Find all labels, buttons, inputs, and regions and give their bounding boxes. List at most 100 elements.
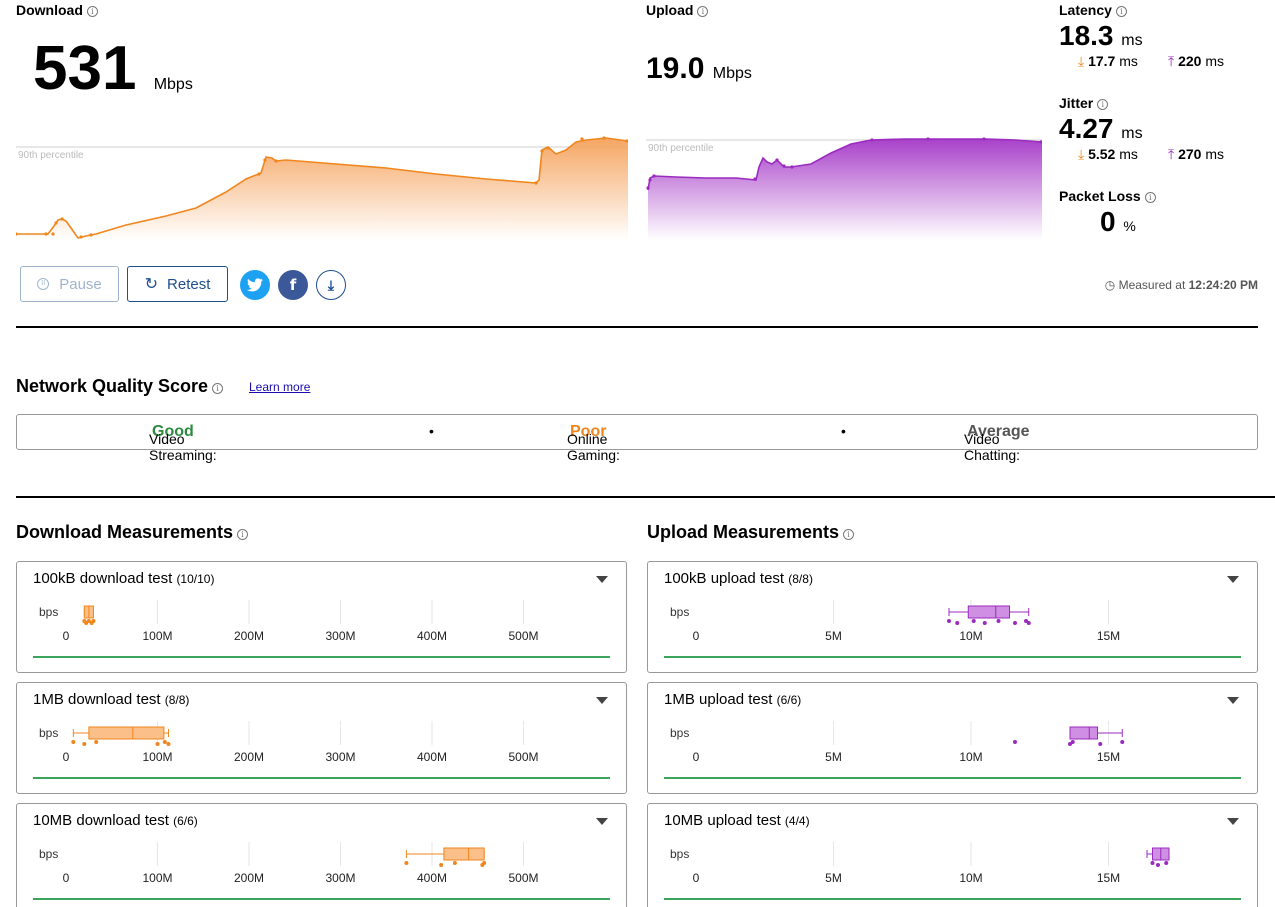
chevron-down-icon[interactable]	[1227, 818, 1239, 825]
chevron-down-icon[interactable]	[596, 697, 608, 704]
nqs-panel: Video Streaming: Good • Online Gaming: P…	[16, 414, 1258, 463]
latency-down-value: 17.7	[1088, 53, 1116, 69]
upload_tests-test-card[interactable]: 10MB upload test (4/4) bps 0 5M 10M 15M	[647, 803, 1258, 907]
data-point	[86, 619, 91, 623]
result-bar	[33, 777, 610, 779]
nqs-video-streaming: Video Streaming: Good	[149, 423, 217, 463]
jitter-up-value: 270	[1178, 146, 1202, 162]
upload-arrow-icon: ⤒	[1168, 146, 1175, 162]
chevron-down-icon[interactable]	[596, 818, 608, 825]
data-point	[1013, 740, 1017, 744]
download-value: 531	[33, 34, 137, 103]
info-icon[interactable]: i	[237, 529, 249, 540]
data-point	[955, 621, 960, 625]
result-bar	[33, 898, 610, 900]
axis-unit: bps	[670, 726, 690, 740]
data-point	[155, 742, 160, 746]
upload-value: 19.0	[646, 52, 705, 85]
info-icon[interactable]: i	[86, 6, 98, 17]
test-name: 100kB upload test	[664, 570, 789, 587]
facebook-share-button[interactable]: f	[278, 270, 308, 300]
divider	[16, 326, 1258, 328]
axis-tick-label: 15M	[1097, 629, 1120, 643]
chevron-down-icon[interactable]	[1227, 576, 1239, 583]
divider	[16, 496, 1275, 498]
box	[88, 726, 165, 740]
data-point	[162, 740, 167, 744]
upload-unit: Mbps	[712, 65, 752, 82]
upload_tests-test-card[interactable]: 100kB upload test (8/8) bps 0 5M 10M 15M	[647, 561, 1258, 673]
download_tests-test-card[interactable]: 10MB download test (6/6) bps 0 100M 200M 300M…	[16, 803, 627, 907]
axis-unit: bps	[39, 847, 59, 861]
axis-tick-label: 300M	[325, 629, 355, 643]
latency-header: Latency i	[1059, 2, 1127, 18]
test-count: (6/6)	[776, 693, 802, 707]
info-icon[interactable]: i	[843, 529, 855, 540]
axis-unit: bps	[670, 847, 690, 861]
test-count: (8/8)	[788, 572, 813, 586]
axis-tick-label: 300M	[325, 871, 355, 885]
axis-tick-label: 0	[693, 750, 700, 764]
test-name: 1MB upload test	[664, 691, 777, 708]
info-icon[interactable]: i	[1144, 192, 1156, 203]
data-point	[482, 861, 487, 865]
axis-tick-label: 0	[63, 629, 70, 643]
data-point	[94, 740, 99, 744]
jitter-unit: ms	[1121, 125, 1143, 142]
download-speed: 531 Mbps	[33, 36, 193, 118]
data-point	[71, 740, 76, 744]
test-count: (8/8)	[164, 693, 190, 707]
download-results-button[interactable]: ⤓	[316, 270, 346, 300]
packet-loss-value-row: 0 %	[1100, 206, 1136, 242]
box-plot: 0 100M 200M 300M 400M 500M	[63, 600, 539, 643]
chevron-down-icon[interactable]	[1227, 697, 1239, 704]
measured-prefix: Measured at	[1118, 278, 1186, 292]
upload-label: Upload	[646, 2, 694, 18]
test-count: (10/10)	[176, 572, 215, 586]
latency-value: 18.3	[1059, 20, 1114, 51]
download-speed-graph: 90th percentile	[16, 136, 628, 240]
data-point	[1150, 861, 1155, 865]
box	[443, 847, 485, 861]
axis-tick-label: 500M	[508, 871, 538, 885]
download-arrow-icon: ⤓	[1078, 146, 1085, 162]
upload_tests-test-card[interactable]: 1MB upload test (6/6) bps 0 5M 10M 15M	[647, 682, 1258, 794]
info-icon[interactable]: i	[697, 6, 709, 17]
section-title: Upload Measurements	[647, 522, 840, 542]
box-plot: 0 5M 10M 15M	[693, 842, 1170, 885]
data-point	[1070, 740, 1075, 744]
chevron-down-icon[interactable]	[596, 576, 608, 583]
info-icon[interactable]: i	[1115, 6, 1127, 17]
info-icon[interactable]: i	[1097, 99, 1109, 110]
data-point	[439, 863, 444, 867]
download-icon: ⤓	[327, 276, 335, 293]
nqs-title-text: Network Quality Score	[16, 376, 209, 396]
data-point	[1156, 863, 1160, 867]
axis-tick-label: 0	[693, 629, 700, 643]
nqs-item-value: Good	[152, 423, 194, 440]
download_tests-test-card[interactable]: 1MB download test (8/8) bps 0 100M 200M 300M 4…	[16, 682, 627, 794]
jitter-up: ⤒ 270 ms	[1168, 146, 1224, 163]
download-arrow-icon: ⤓	[1078, 53, 1085, 69]
clock-icon: ◷	[1104, 278, 1116, 292]
result-bar	[33, 656, 610, 658]
learn-more-link[interactable]: Learn more	[249, 380, 311, 394]
nqs-separator: •	[841, 423, 846, 439]
pause-button[interactable]: II Pause	[20, 266, 119, 302]
axis-tick-label: 5M	[825, 629, 842, 643]
packet-loss-label: Packet Loss	[1059, 188, 1141, 204]
data-point	[1026, 621, 1031, 625]
retest-button[interactable]: ↻ Retest	[127, 266, 228, 302]
refresh-icon: ↻	[144, 276, 159, 293]
info-icon[interactable]: i	[212, 383, 224, 394]
measured-at: ◷ Measured at 12:24:20 PM	[1105, 278, 1258, 292]
test-title: 10MB upload test (4/4)	[664, 812, 810, 829]
axis-tick-label: 400M	[417, 629, 447, 643]
test-name: 10MB download test	[33, 812, 174, 829]
retest-label: Retest	[167, 275, 211, 293]
twitter-share-button[interactable]	[240, 270, 270, 300]
download_tests-test-card[interactable]: 100kB download test (10/10) bps 0 100M 200M 3…	[16, 561, 627, 673]
data-point	[996, 619, 1001, 623]
test-title: 100kB download test (10/10)	[33, 570, 214, 587]
test-name: 1MB download test	[33, 691, 165, 708]
